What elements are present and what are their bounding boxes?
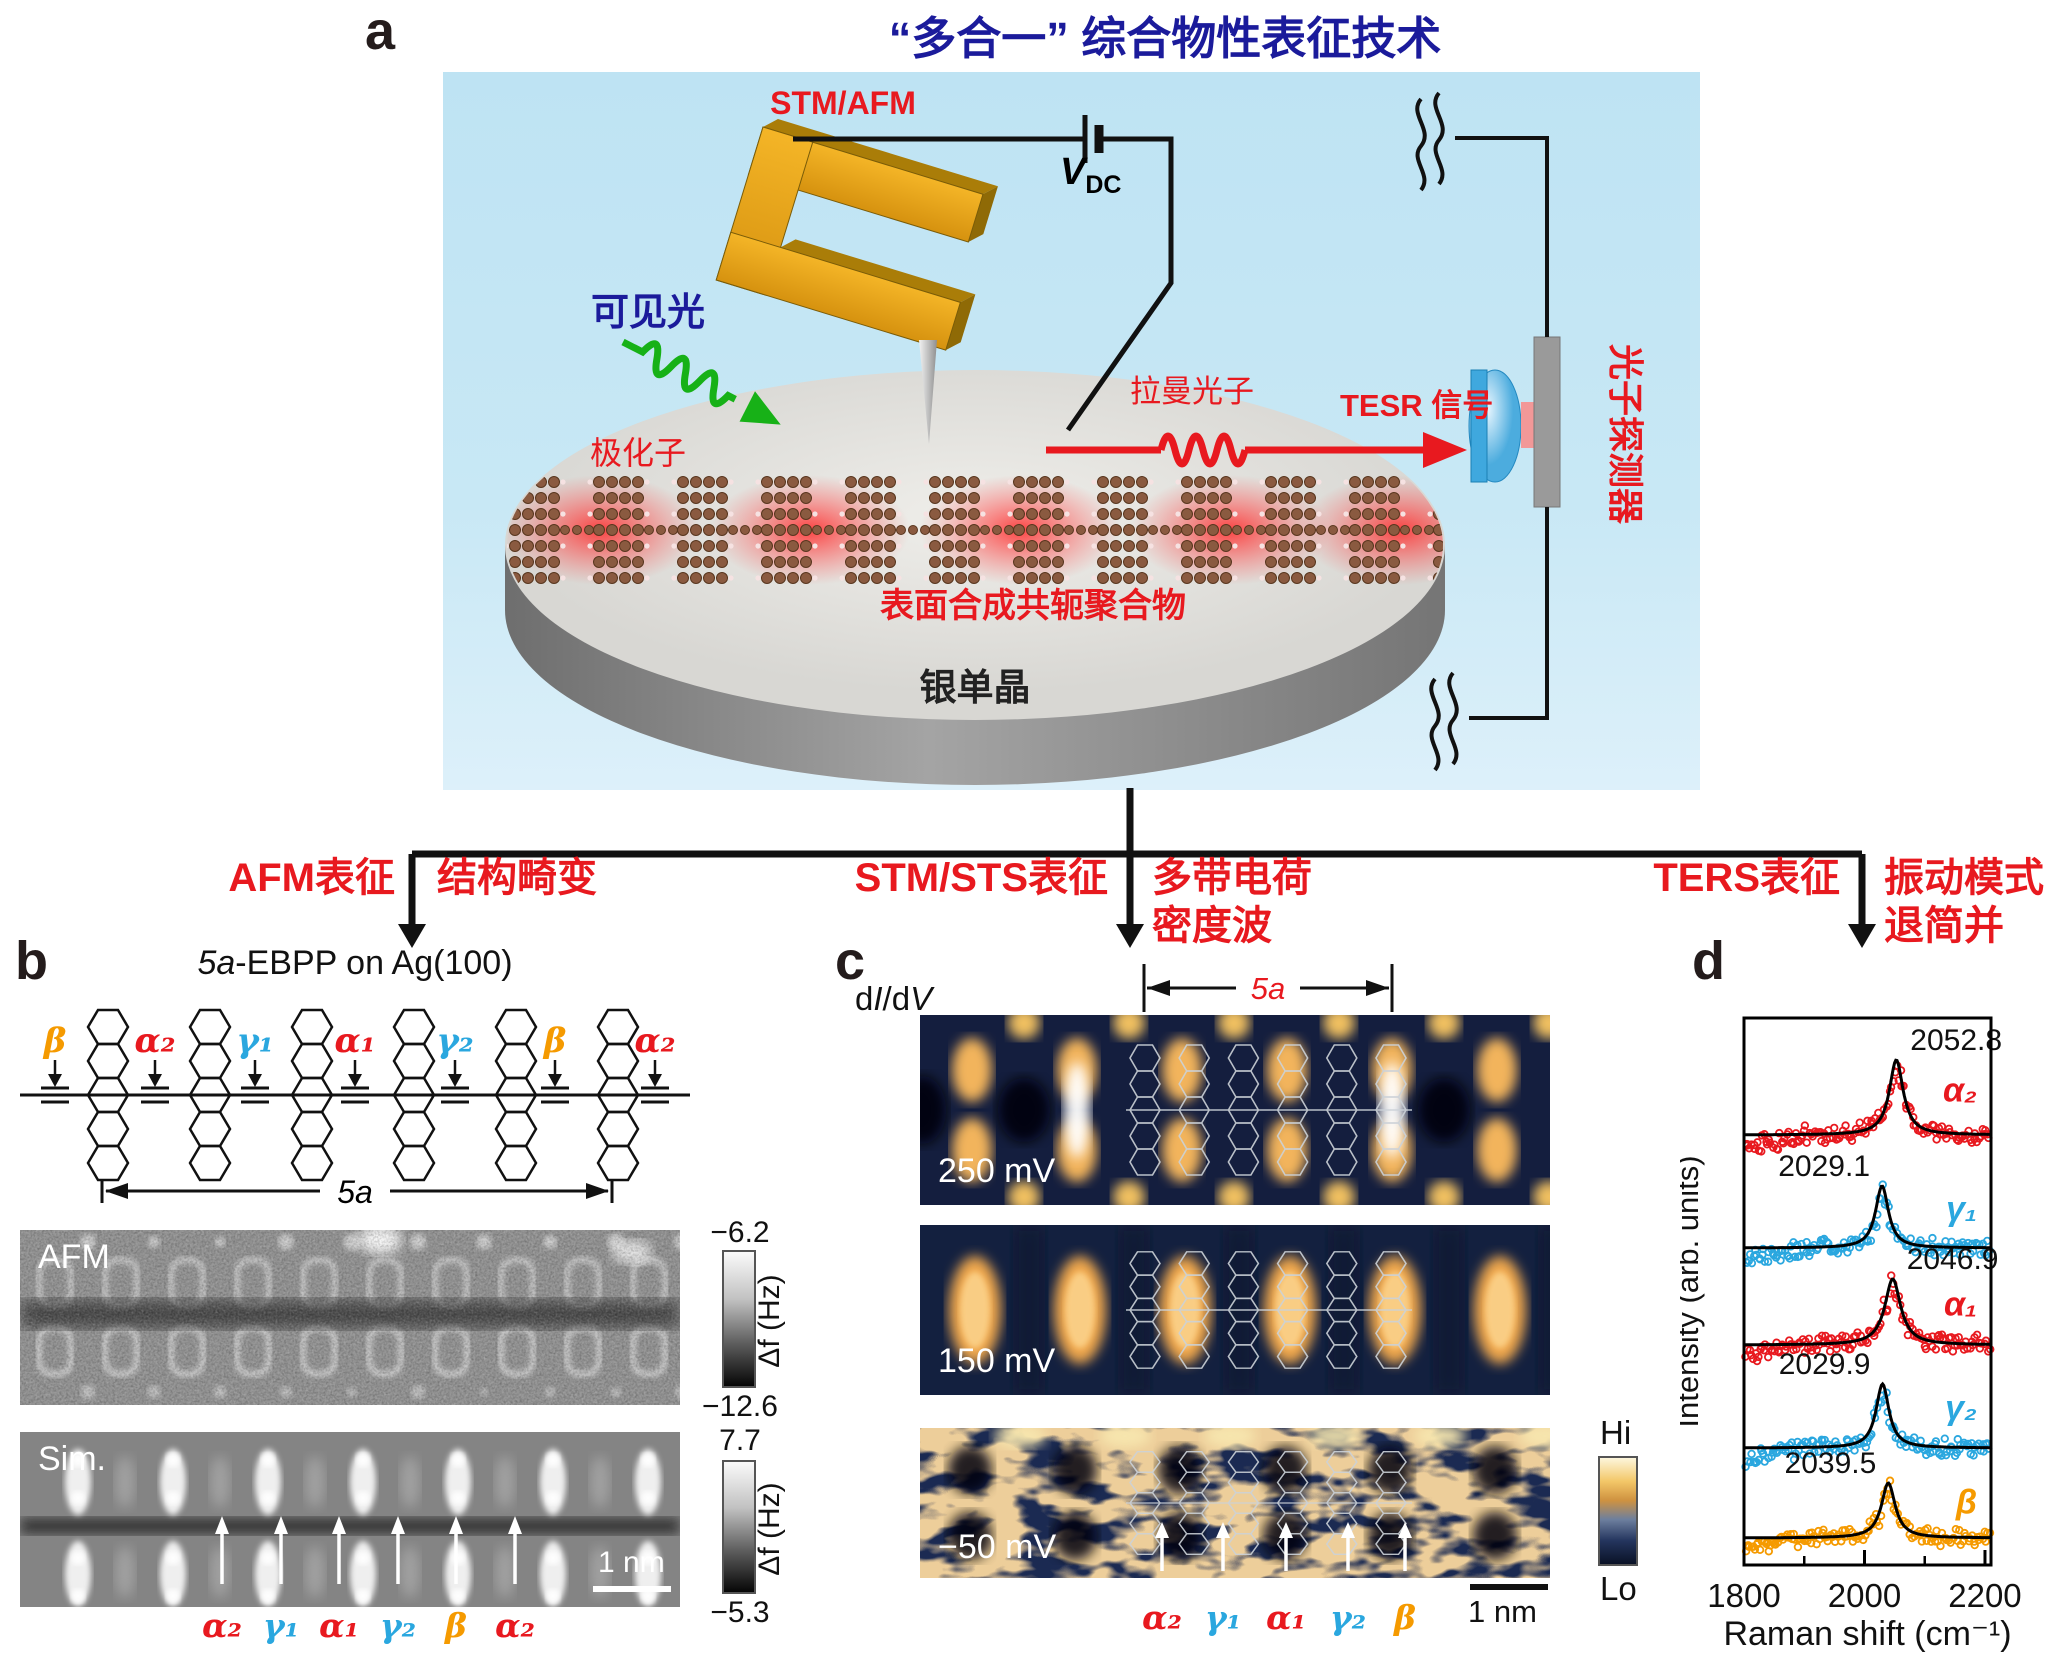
vdc-label: VDC — [1060, 151, 1121, 199]
bond-label: β — [42, 1021, 67, 1061]
svg-text:2046.9: 2046.9 — [1907, 1243, 1999, 1276]
svg-text:α₁: α₁ — [1944, 1285, 1977, 1323]
site-label: γ₂ — [1329, 1598, 1367, 1637]
raman-spectra-chart: 2052.8 α₂ 2029.1 γ₁ 2046.9 α₁ 2029.9 γ₂ 2039.5 β 1… — [1680, 1016, 2022, 1653]
svg-text:1800: 1800 — [1707, 1577, 1780, 1614]
site-label: α₂ — [202, 1606, 242, 1645]
svg-text:γ₂: γ₂ — [1945, 1389, 1977, 1427]
svg-text:β: β — [1955, 1483, 1977, 1521]
flow-arrows — [398, 788, 1876, 948]
svg-text:2000: 2000 — [1828, 1577, 1901, 1614]
flow-result-ters-1: 振动模式 — [1884, 856, 2044, 900]
svg-text:γ₁: γ₁ — [1946, 1190, 1977, 1228]
sim-scalebar-label: 1 nm — [598, 1546, 665, 1579]
svg-text:α₂: α₂ — [1943, 1071, 1977, 1109]
sim-colorbar-min: −5.3 — [710, 1596, 770, 1629]
svg-text:Raman shift (cm⁻¹): Raman shift (cm⁻¹) — [1723, 1615, 2011, 1653]
panel-a-schematic: STM/AFM VDC 可见光 极化子 拉曼光子 TESR 信号 光子探测器 表… — [443, 72, 1700, 790]
site-label: γ₂ — [379, 1606, 417, 1645]
afm-tag: AFM — [38, 1238, 110, 1276]
flow-method-sts: STM/STS表征 — [854, 856, 1108, 900]
bond-label: α₂ — [634, 1021, 675, 1061]
didv-map-150mv — [920, 1225, 1550, 1395]
figure-title: “多合一” 综合物性表征技术 — [888, 13, 1442, 64]
afm-image — [20, 1230, 680, 1405]
flow-method-afm: AFM表征 — [228, 856, 395, 900]
polaron-label: 极化子 — [590, 435, 686, 471]
didv-label: dI/dV — [855, 980, 933, 1017]
site-label: α₁ — [319, 1606, 359, 1645]
flow-result-afm: 结构畸变 — [437, 856, 597, 900]
sim-tag: Sim. — [38, 1440, 106, 1478]
flow-result-sts-2: 密度波 — [1152, 904, 1272, 948]
raman-photon-label: 拉曼光子 — [1130, 374, 1254, 409]
svg-text:2052.8: 2052.8 — [1910, 1024, 2002, 1057]
site-label: β — [445, 1606, 467, 1645]
flow-result-sts-1: 多带电荷 — [1152, 856, 1312, 900]
polymer-label: 表面合成共轭聚合物 — [880, 587, 1186, 625]
afm-colorbar-max: −6.2 — [710, 1216, 770, 1249]
bond-label: α₁ — [334, 1021, 375, 1061]
didv-colorbar — [1598, 1456, 1638, 1566]
site-label: β — [1394, 1598, 1416, 1637]
unit-cell-span-c-label: 5a — [1251, 971, 1285, 1006]
bond-label: γ₁ — [236, 1021, 273, 1061]
sim-colorbar — [722, 1460, 756, 1594]
svg-text:Intensity (arb. units): Intensity (arb. units) — [1680, 1155, 1705, 1427]
didv-colorbar-min: Lo — [1600, 1570, 1637, 1607]
unit-cell-span-c: 5a — [1142, 964, 1394, 1012]
site-label: α₂ — [495, 1606, 535, 1645]
site-label: γ₁ — [262, 1606, 300, 1645]
svg-text:2200: 2200 — [1948, 1577, 2021, 1614]
bond-label: α₂ — [134, 1021, 175, 1061]
panel-b-title: 5a-EBPP on Ag(100) — [197, 944, 513, 982]
svg-text:2029.9: 2029.9 — [1779, 1348, 1871, 1381]
panel-c-label: c — [835, 931, 866, 991]
panel-b-label: b — [15, 931, 48, 991]
map-bias-label: 250 mV — [938, 1152, 1056, 1190]
site-label: γ₁ — [1204, 1598, 1242, 1637]
didv-scalebar-label: 1 nm — [1468, 1594, 1537, 1629]
unit-cell-span-label: 5a — [337, 1174, 373, 1210]
sim-colorbar-unit: Δf (Hz) — [753, 1482, 786, 1576]
panel-d-label: d — [1692, 931, 1725, 991]
svg-text:2029.1: 2029.1 — [1778, 1150, 1870, 1183]
flow-method-ters: TERS表征 — [1653, 856, 1840, 900]
site-label: α₂ — [1142, 1598, 1182, 1637]
map-bias-label: 150 mV — [938, 1342, 1056, 1380]
flow-result-ters-2: 退简并 — [1884, 904, 2004, 948]
bond-label: β — [542, 1021, 567, 1061]
sim-colorbar-max: 7.7 — [719, 1424, 761, 1457]
afm-colorbar-min: −12.6 — [702, 1390, 778, 1423]
afm-colorbar — [722, 1250, 756, 1388]
bond-label: γ₂ — [436, 1021, 473, 1061]
svg-text:2039.5: 2039.5 — [1785, 1447, 1877, 1480]
map-bias-label: −50 mV — [938, 1528, 1057, 1566]
sim-image — [20, 1432, 680, 1607]
site-label: α₁ — [1266, 1598, 1306, 1637]
chemical-structure: β α₂ γ₁ α₁ γ₂ β α₂ 5a — [20, 1008, 690, 1210]
tesr-signal-label: TESR 信号 — [1340, 388, 1493, 423]
photon-detector-label: 光子探测器 — [1605, 344, 1646, 525]
stm-afm-label: STM/AFM — [770, 85, 916, 121]
visible-light-label: 可见光 — [591, 292, 705, 334]
substrate-label: 银单晶 — [920, 667, 1031, 708]
didv-map-neg50mv — [920, 1428, 1550, 1578]
afm-colorbar-unit: Δf (Hz) — [753, 1274, 786, 1368]
didv-scalebar — [1470, 1584, 1548, 1590]
didv-colorbar-max: Hi — [1600, 1414, 1632, 1451]
panel-a-label: a — [365, 1, 396, 61]
didv-map-250mv — [920, 1015, 1550, 1205]
sim-scalebar — [593, 1586, 671, 1592]
